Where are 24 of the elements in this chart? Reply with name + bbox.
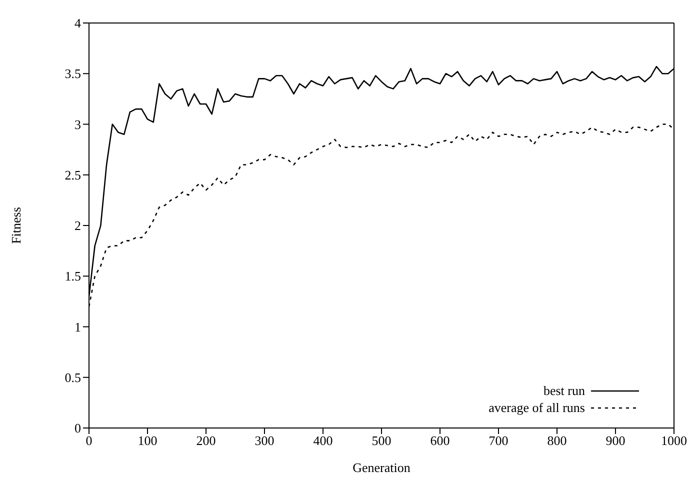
x-tick-label: 300 xyxy=(254,433,274,448)
x-tick-label: 800 xyxy=(547,433,567,448)
x-tick-label: 600 xyxy=(430,433,450,448)
y-tick-label: 1.5 xyxy=(64,268,81,284)
legend-label: best run xyxy=(543,382,585,398)
x-tick-label: 1000 xyxy=(661,433,687,448)
x-tick-label: 400 xyxy=(313,433,333,448)
x-axis-title: Generation xyxy=(352,460,411,475)
x-tick-label: 100 xyxy=(138,433,158,448)
x-tick-label: 900 xyxy=(606,433,626,448)
x-tick-label: 0 xyxy=(86,433,92,448)
y-tick-label: 3 xyxy=(74,116,81,132)
y-tick-label: 0 xyxy=(74,420,81,436)
legend-label: average of all runs xyxy=(488,400,585,416)
x-tick-label: 200 xyxy=(196,433,216,448)
y-tick-label: 1 xyxy=(74,319,81,334)
y-axis-title: Fitness xyxy=(8,207,24,244)
y-tick-label: 4 xyxy=(74,16,82,31)
x-tick-label: 700 xyxy=(488,433,508,448)
y-tick-label: 0.5 xyxy=(64,370,81,385)
y-tick-label: 2 xyxy=(74,218,81,234)
y-tick-label: 3.5 xyxy=(64,66,81,82)
x-tick-label: 500 xyxy=(372,433,392,448)
y-tick-label: 2.5 xyxy=(64,167,81,182)
